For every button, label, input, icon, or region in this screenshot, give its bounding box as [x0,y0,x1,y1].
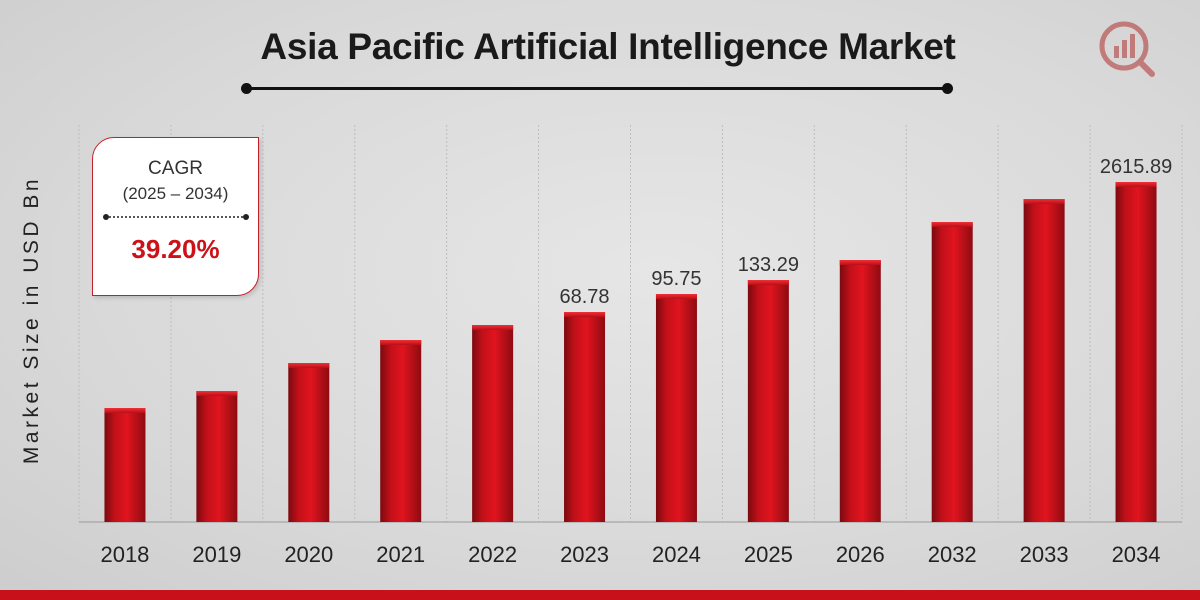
bar-body [1115,182,1157,522]
bar-cap [564,312,606,317]
x-tick-2032: 2032 [928,542,977,567]
data-label-2024: 95.75 [651,268,701,290]
bar-2018 [104,408,146,522]
bar-body [196,391,238,522]
cagr-label: CAGR [148,158,203,179]
chart-title: Asia Pacific Artificial Intelligence Mar… [260,26,956,67]
data-label-2025: 133.29 [738,254,799,276]
brand-logo-icon [1099,21,1155,77]
bar-body [472,325,514,522]
x-tick-2033: 2033 [1020,542,1069,567]
bar-cap [839,260,881,265]
bar-cap [1023,199,1065,204]
x-tick-2025: 2025 [744,542,793,567]
x-tick-2022: 2022 [468,542,517,567]
bar-cap [288,363,330,368]
bar-body [288,363,330,522]
bars [104,182,1157,522]
bar-2021 [380,340,422,522]
bar-body [655,294,697,522]
bar-body [1023,199,1065,522]
grid-lines [78,125,1183,523]
bar-2022 [472,325,514,522]
x-tick-2021: 2021 [376,542,425,567]
cagr-period: (2025 – 2034) [122,184,229,203]
x-tick-2023: 2023 [560,542,609,567]
bar-2023 [564,312,606,522]
bar-2033 [1023,199,1065,522]
data-label-2023: 68.78 [560,286,610,308]
bar-body [380,340,422,522]
bar-2025 [747,280,789,522]
bar-body [564,312,606,522]
bar-cap [380,340,422,345]
x-tick-labels: 2018 2019 2020 2021 2022 2023 2024 2025 2026 2032… [100,542,1160,567]
title-underline [241,83,953,94]
bar-2034 [1115,182,1157,522]
cagr-value: 39.20% [131,234,220,264]
bar-cap [196,391,238,396]
data-label-2034: 2615.89 [1100,156,1172,178]
bar-cap [655,294,697,299]
bottom-accent-bar [0,590,1200,600]
bar-2019 [196,391,238,522]
bar-cap [1115,182,1157,187]
bar-cap [104,408,146,413]
x-tick-2024: 2024 [652,542,701,567]
bar-body [747,280,789,522]
x-tick-2020: 2020 [284,542,333,567]
bar-2032 [931,222,973,522]
bar-body [839,260,881,522]
x-tick-2019: 2019 [192,542,241,567]
bar-body [931,222,973,522]
bar-2026 [839,260,881,522]
bar-body [104,408,146,522]
bar-2020 [288,363,330,522]
bar-cap [931,222,973,227]
x-tick-2026: 2026 [836,542,885,567]
cagr-callout: CAGR (2025 – 2034) 39.20% [92,137,259,296]
cagr-divider [102,214,249,220]
bar-cap [747,280,789,285]
x-tick-2034: 2034 [1112,542,1161,567]
data-labels: 68.78 95.75 133.29 2615.89 [560,156,1173,308]
bar-2024 [655,294,697,522]
bar-cap [472,325,514,330]
x-tick-2018: 2018 [100,542,149,567]
